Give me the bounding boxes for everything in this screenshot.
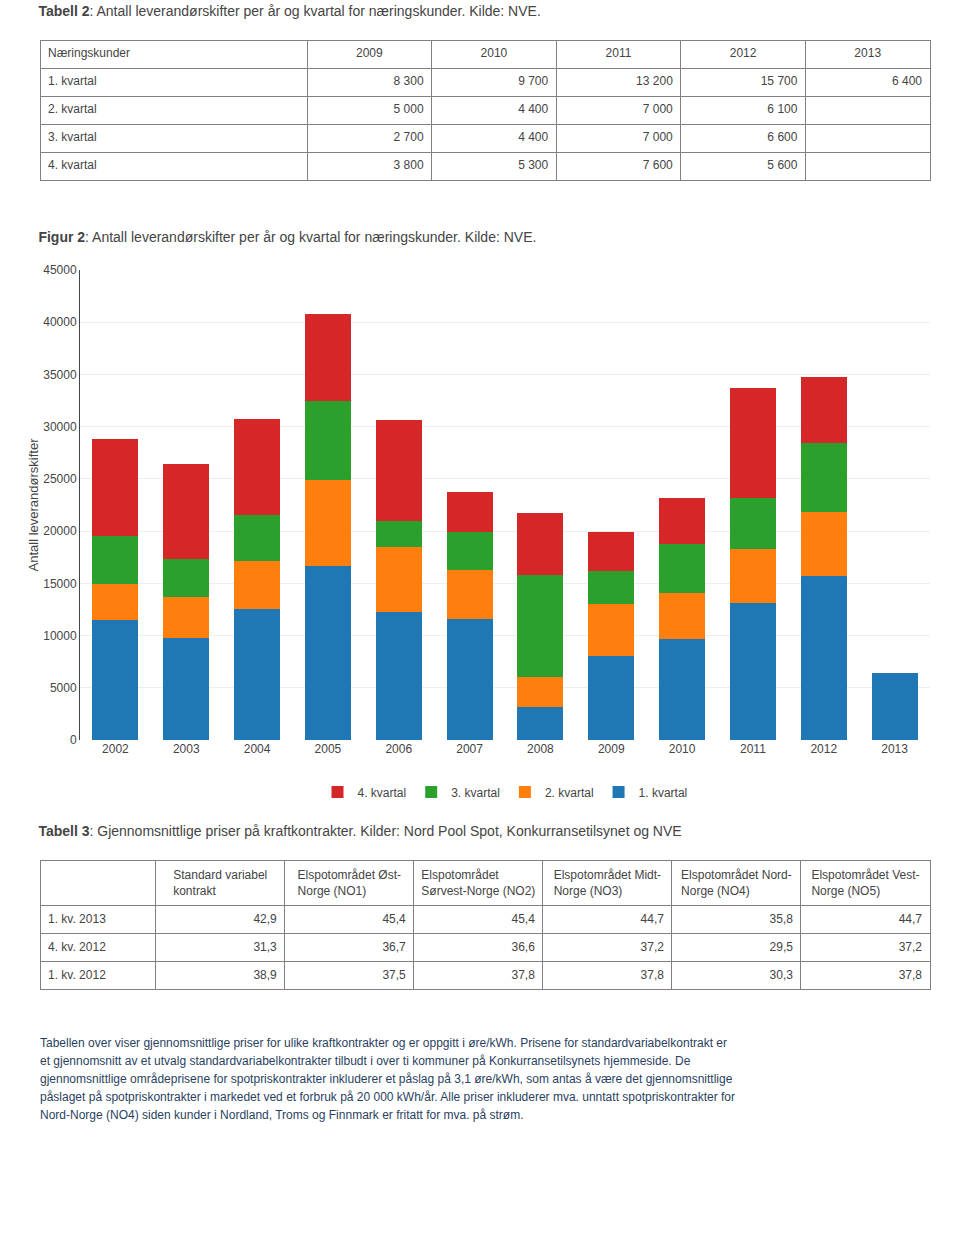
svg-text:42,9: 42,9 (253, 912, 277, 926)
svg-text:Tabell 2: Antall leverandørski: Tabell 2: Antall leverandørskifter per å… (38, 3, 540, 19)
svg-text:2009: 2009 (598, 742, 625, 756)
svg-text:2006: 2006 (385, 742, 412, 756)
svg-text:2013: 2013 (854, 46, 881, 60)
svg-text:2011: 2011 (740, 742, 766, 756)
svg-text:5000: 5000 (50, 681, 77, 695)
svg-text:3 800: 3 800 (394, 158, 424, 172)
svg-text:9 700: 9 700 (518, 74, 548, 88)
svg-text:2009: 2009 (356, 46, 383, 60)
svg-text:Standard variabelkontrakt: Standard variabelkontrakt (173, 868, 267, 898)
svg-text:2. kvartal: 2. kvartal (48, 102, 97, 116)
svg-text:8 300: 8 300 (394, 74, 424, 88)
svg-text:7 000: 7 000 (643, 102, 673, 116)
svg-text:1. kv. 2013: 1. kv. 2013 (48, 912, 106, 926)
svg-text:31,3: 31,3 (253, 940, 277, 954)
html-text:påslaget på spotpriskontrakter: påslaget på spotpriskontrakter i markede… (40, 1090, 735, 1104)
svg-text:5 600: 5 600 (767, 158, 797, 172)
svg-text:4. kvartal: 4. kvartal (358, 786, 407, 800)
svg-text:15000: 15000 (43, 577, 77, 591)
svg-text:45,4: 45,4 (382, 912, 406, 926)
svg-text:2 700: 2 700 (394, 130, 424, 144)
svg-text:35,8: 35,8 (770, 912, 794, 926)
svg-text:2003: 2003 (173, 742, 200, 756)
svg-text:4 400: 4 400 (518, 102, 548, 116)
svg-text:25000: 25000 (43, 472, 77, 486)
svg-text:2011: 2011 (606, 46, 632, 60)
svg-text:2002: 2002 (102, 742, 129, 756)
svg-text:7 600: 7 600 (643, 158, 673, 172)
svg-text:Elspotområdet Øst-Norge (NO1): Elspotområdet Øst-Norge (NO1) (298, 868, 401, 898)
svg-text:45000: 45000 (43, 263, 77, 277)
html-text:gjennomsnittlige områdeprisene: gjennomsnittlige områdeprisene for spotp… (40, 1072, 733, 1086)
svg-text:2008: 2008 (527, 742, 554, 756)
svg-text:4. kvartal: 4. kvartal (48, 158, 97, 172)
svg-text:3. kvartal: 3. kvartal (48, 130, 97, 144)
svg-text:30,3: 30,3 (770, 968, 794, 982)
svg-text:2. kvartal: 2. kvartal (545, 786, 594, 800)
svg-text:36,6: 36,6 (511, 940, 535, 954)
svg-text:2012: 2012 (810, 742, 837, 756)
svg-text:3. kvartal: 3. kvartal (451, 786, 500, 800)
svg-text:38,9: 38,9 (253, 968, 277, 982)
svg-text:1. kv. 2012: 1. kv. 2012 (48, 968, 106, 982)
svg-text:2005: 2005 (315, 742, 342, 756)
svg-text:4 400: 4 400 (518, 130, 548, 144)
svg-text:37,8: 37,8 (641, 968, 665, 982)
svg-text:2010: 2010 (481, 46, 508, 60)
svg-text:1. kvartal: 1. kvartal (48, 74, 97, 88)
svg-text:44,7: 44,7 (899, 912, 923, 926)
svg-text:ElspotområdetSørvest-Norge (NO: ElspotområdetSørvest-Norge (NO2) (421, 868, 535, 898)
svg-text:Elspotområdet Nord-Norge (NO4): Elspotområdet Nord-Norge (NO4) (681, 868, 792, 898)
svg-text:Næringskunder: Næringskunder (48, 46, 130, 60)
svg-text:29,5: 29,5 (770, 940, 794, 954)
svg-text:2004: 2004 (244, 742, 271, 756)
svg-text:Elspotområdet Midt-Norge (NO3): Elspotområdet Midt-Norge (NO3) (554, 868, 661, 898)
svg-text:40000: 40000 (43, 315, 77, 329)
svg-text:44,7: 44,7 (641, 912, 665, 926)
html-text:et gjennomsnitt av et utvalg s: et gjennomsnitt av et utvalg standardvar… (40, 1054, 691, 1068)
svg-text:5 000: 5 000 (394, 102, 424, 116)
html-text:Nord-Norge (NO4) siden kunder: Nord-Norge (NO4) siden kunder i Nordland… (40, 1108, 524, 1122)
svg-text:15 700: 15 700 (761, 74, 798, 88)
svg-text:36,7: 36,7 (382, 940, 406, 954)
svg-text:1. kvartal: 1. kvartal (639, 786, 688, 800)
svg-text:Figur 2: Antall leverandørskif: Figur 2: Antall leverandørskifter per år… (38, 229, 536, 245)
svg-text:5 300: 5 300 (518, 158, 548, 172)
svg-text:35000: 35000 (43, 368, 77, 382)
svg-text:37,8: 37,8 (899, 968, 923, 982)
svg-text:2010: 2010 (669, 742, 696, 756)
svg-text:45,4: 45,4 (511, 912, 535, 926)
svg-text:Elspotområdet Vest-Norge (NO5): Elspotområdet Vest-Norge (NO5) (811, 868, 919, 898)
svg-text:2012: 2012 (730, 46, 757, 60)
svg-text:0: 0 (70, 733, 77, 747)
svg-text:37,5: 37,5 (382, 968, 406, 982)
html-text:Tabellen over viser gjennomsni: Tabellen over viser gjennomsnittlige pri… (40, 1036, 727, 1050)
svg-text:7 000: 7 000 (643, 130, 673, 144)
svg-text:Tabell 3: Gjennomsnittlige pri: Tabell 3: Gjennomsnittlige priser på kra… (38, 823, 681, 839)
svg-text:6 100: 6 100 (767, 102, 797, 116)
svg-text:6 400: 6 400 (892, 74, 922, 88)
svg-text:2013: 2013 (881, 742, 908, 756)
svg-text:37,8: 37,8 (511, 968, 535, 982)
svg-text:2007: 2007 (456, 742, 483, 756)
svg-text:Antall leverandørskifter: Antall leverandørskifter (26, 438, 41, 572)
svg-text:10000: 10000 (43, 629, 77, 643)
svg-text:37,2: 37,2 (641, 940, 665, 954)
svg-text:30000: 30000 (43, 420, 77, 434)
svg-text:13 200: 13 200 (636, 74, 673, 88)
svg-text:37,2: 37,2 (899, 940, 923, 954)
svg-text:20000: 20000 (43, 524, 77, 538)
svg-text:6 600: 6 600 (767, 130, 797, 144)
svg-text:4. kv. 2012: 4. kv. 2012 (48, 940, 106, 954)
